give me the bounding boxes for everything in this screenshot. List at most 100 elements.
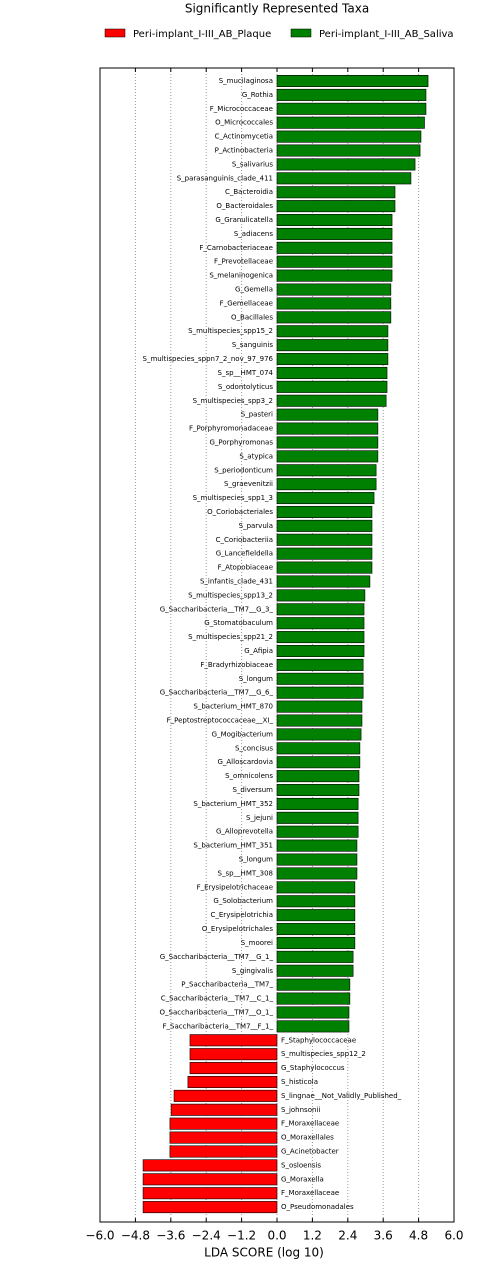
bar-label: G_Mogibacterium — [212, 730, 274, 738]
bar-label: C_Erysipelotrichia — [211, 911, 274, 919]
bar — [276, 881, 356, 894]
bar — [276, 784, 360, 797]
bar — [276, 895, 356, 908]
bar — [276, 728, 362, 741]
bar-label: S_multispecies_spp3_2 — [193, 397, 273, 405]
bar — [276, 144, 421, 157]
bar-label: F_Staphylococcaceae — [281, 1036, 356, 1044]
bar-label: S_johnsonii — [281, 1106, 320, 1114]
bar — [276, 811, 359, 824]
bar-label: O_Saccharibacteria__TM7__O_1_ — [160, 1008, 274, 1016]
bar-label: O_Coriobacteriales — [207, 508, 273, 516]
bar — [276, 839, 358, 852]
bar-label: G_Solobacterium — [213, 897, 273, 905]
bar — [276, 714, 363, 727]
bar — [276, 116, 425, 129]
bar — [142, 1201, 278, 1214]
bar-label: G_Saccharibacteria__TM7__G_1_ — [160, 953, 274, 961]
bar — [276, 158, 416, 171]
bar-label: F_Saccharibacteria__TM7__F_1_ — [163, 1022, 274, 1030]
bar-label: C_Actinomycetia — [215, 133, 273, 141]
bar-label: G_Saccharibacteria__TM7__G_6_ — [160, 689, 274, 697]
bar — [276, 867, 358, 880]
bar — [276, 130, 422, 143]
bar-label: O_Bacillales — [231, 313, 273, 321]
bar — [276, 700, 363, 713]
bar-label: O_Micrococcales — [215, 119, 273, 127]
bar-label: G_Rothia — [242, 91, 273, 99]
legend-label: Peri-implant_I-III_AB_Saliva — [319, 29, 454, 40]
bar — [276, 478, 377, 491]
bar — [276, 75, 429, 88]
bar — [276, 686, 364, 699]
bar-label: S_sp__HMT_074 — [218, 369, 274, 377]
bar-label: O_Bacteroidales — [216, 202, 273, 210]
bar-label: G_Saccharibacteria__TM7__G_3_ — [160, 605, 274, 613]
legend-swatch — [104, 28, 126, 38]
bar — [276, 1020, 350, 1033]
bar — [276, 825, 359, 838]
bar-label: S_sanguinis — [232, 341, 274, 349]
bar-label: G_Stomatobaculum — [204, 619, 273, 627]
bar — [276, 186, 396, 199]
bar — [276, 797, 359, 810]
bar — [276, 297, 392, 310]
bar — [276, 853, 358, 866]
bar-label: S_multispecies_spp13_2 — [188, 591, 273, 599]
x-axis-label: LDA SCORE (log 10) — [204, 1246, 324, 1260]
x-tick-label: 2.4 — [338, 1229, 357, 1243]
bar — [276, 88, 427, 101]
bar — [276, 366, 388, 379]
bar — [276, 505, 373, 518]
bar-label: S_diversum — [232, 786, 273, 794]
x-tick-label: 0.0 — [267, 1229, 286, 1243]
bar — [276, 200, 396, 213]
bar-label: S_concisus — [235, 744, 273, 752]
bar-label: C_Bacteroidia — [225, 188, 273, 196]
x-tick-label: −6.0 — [85, 1229, 114, 1243]
bar — [276, 770, 360, 783]
bar — [276, 1006, 350, 1019]
x-tick-label: 4.8 — [409, 1229, 428, 1243]
bar-label: S_infantis_clade_431 — [200, 577, 273, 585]
bar-label: S_omnicolens — [225, 772, 273, 780]
bar — [276, 950, 354, 963]
bar — [173, 1089, 278, 1102]
bar-label: G_Alloscardovia — [217, 758, 273, 766]
bar-label: S_melaninogenica — [209, 272, 273, 280]
plot-frame — [99, 67, 455, 1223]
bar — [276, 172, 412, 185]
bar — [142, 1187, 278, 1200]
bar — [276, 909, 356, 922]
bar — [276, 964, 354, 977]
bar-label: S_periodonticum — [214, 466, 273, 474]
bar-label: F_Porphyromonadaceae — [189, 425, 273, 433]
bar-label: S_longum — [239, 856, 273, 864]
bar-label: S_bacterium_HMT_870 — [193, 703, 273, 711]
bar-label: F_Moraxellaceae — [281, 1189, 339, 1197]
bar — [276, 450, 379, 463]
bar — [276, 589, 366, 602]
bar — [142, 1159, 278, 1172]
x-tick-label: 6.0 — [444, 1229, 463, 1243]
bar — [276, 936, 356, 949]
bar — [276, 742, 361, 755]
chart-title: Significantly Represented Taxa — [185, 2, 369, 16]
bar-label: F_Prevotellaceae — [214, 258, 273, 266]
bar-label: O_Erysipelotrichales — [202, 925, 273, 933]
bar-label: S_parvula — [239, 522, 273, 530]
bar-label: G_Moraxella — [281, 1175, 324, 1183]
bar-label: P_Actinobacteria — [215, 147, 273, 155]
bar — [276, 422, 379, 435]
bar-label: S_multispecies_spp1_3 — [193, 494, 273, 502]
bar — [169, 1145, 278, 1158]
x-tick-label: −2.4 — [192, 1229, 221, 1243]
bar-label: F_Erysipelotrichaceae — [197, 883, 273, 891]
bar — [276, 533, 373, 546]
bar-label: S_atypica — [239, 452, 273, 460]
bar — [276, 547, 373, 560]
bar — [276, 992, 351, 1005]
bar — [187, 1075, 278, 1088]
bar-label: G_Lancefieldella — [216, 550, 273, 558]
x-tick-label: 3.6 — [374, 1229, 393, 1243]
